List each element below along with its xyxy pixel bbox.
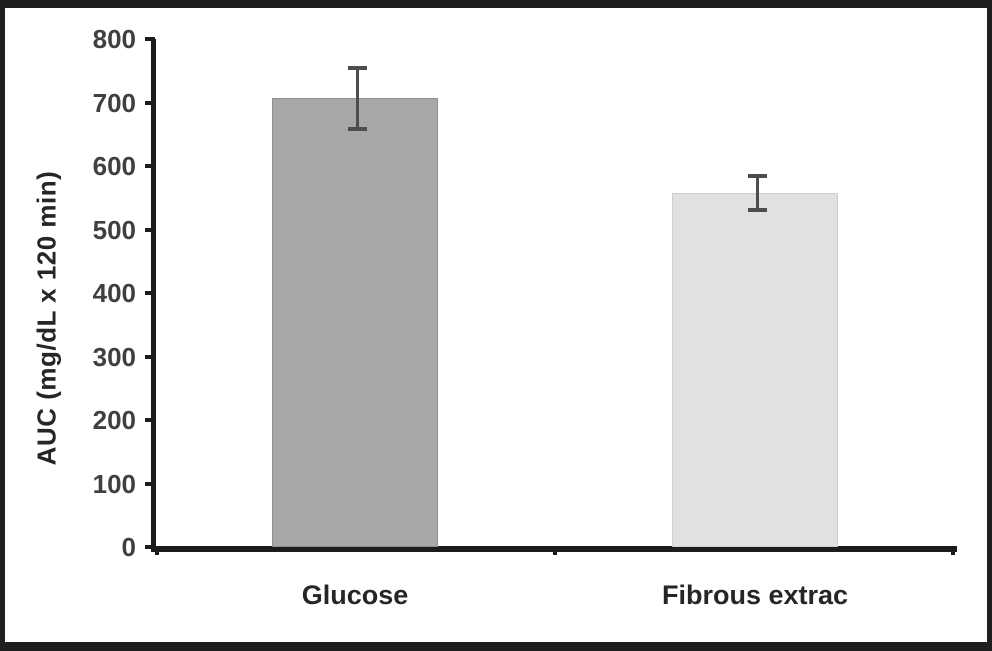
y-axis-tick [145, 545, 155, 549]
y-axis-tick [145, 418, 155, 422]
error-bar-cap [348, 126, 367, 131]
category-label: Fibrous extrac [661, 580, 849, 610]
y-axis-tick [145, 227, 155, 232]
x-axis-tick [951, 546, 955, 555]
y-axis-tick-label: 500 [92, 214, 136, 245]
y-axis-tick-label: 300 [92, 341, 136, 372]
y-axis-tick-label: 100 [92, 468, 136, 499]
x-axis-tick [553, 546, 557, 555]
y-axis-tick [145, 354, 155, 359]
y-axis-tick [145, 291, 155, 295]
y-axis-tick-label: 0 [121, 532, 136, 562]
bar-fibrous-extrac [672, 193, 838, 547]
x-axis-tick [155, 546, 159, 555]
y-axis-tick-label: 800 [92, 24, 136, 54]
category-label: Glucose [301, 580, 409, 610]
error-bar-line [756, 176, 759, 211]
y-axis-tick-label: 700 [92, 87, 136, 118]
bar-glucose [272, 98, 438, 547]
y-axis-tick-label: 600 [92, 151, 136, 181]
y-axis-tick [145, 37, 155, 41]
y-axis-line [151, 39, 156, 552]
y-axis-tick-label: 400 [92, 278, 136, 308]
y-axis-tick [145, 100, 155, 105]
error-bar-cap [348, 65, 367, 70]
y-axis-tick [145, 164, 155, 168]
y-axis-tick [145, 481, 155, 486]
error-bar-line [356, 67, 359, 129]
y-axis-tick-label: 200 [92, 405, 136, 435]
error-bar-cap [748, 208, 767, 213]
error-bar-cap [748, 174, 767, 179]
